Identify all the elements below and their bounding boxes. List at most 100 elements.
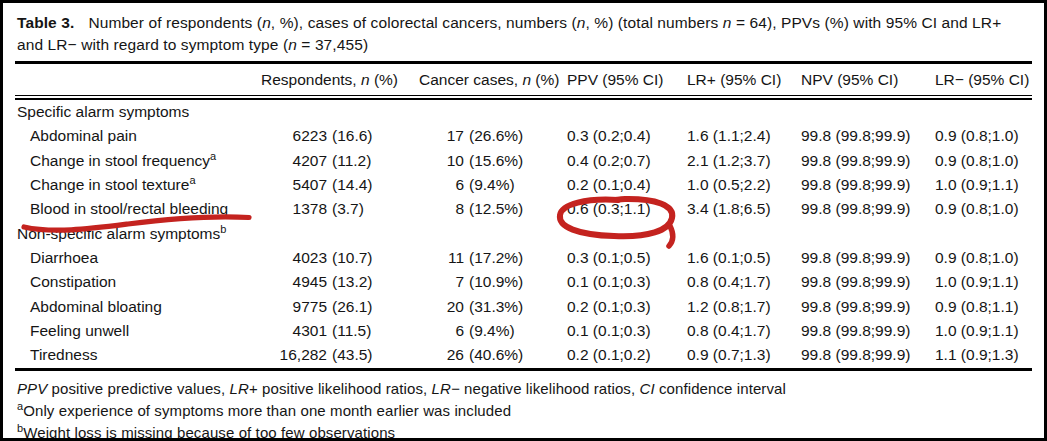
header-npv: NPV (95% CI) — [801, 71, 935, 89]
symptom-cell: Change in stool frequencya — [17, 152, 261, 170]
respondents-n: 6223 — [277, 127, 327, 145]
cases-n: 6 — [443, 176, 464, 194]
lr-plus-value: 1.6 (1.1;2.4) — [687, 127, 801, 145]
lr-minus-value: 1.1 (0.9;1.3) — [935, 346, 1044, 364]
footnote-b: bWeight loss is missing because of too f… — [17, 422, 1030, 441]
cancer-cases-cell: 17(26.6%) — [419, 127, 567, 145]
respondents-pct: (10.7) — [332, 249, 373, 266]
cancer-cases-cell: 26(40.6%) — [419, 346, 567, 364]
symptom-label: Change in stool frequency — [30, 152, 210, 169]
cases-pct: (12.5%) — [469, 200, 523, 217]
respondents-n: 9775 — [277, 298, 327, 316]
caption-italic-n: n — [262, 14, 271, 31]
respondents-cell: 1378(3.7) — [261, 200, 419, 218]
table-header-row: Respondents, n (%) Cancer cases, n (%) P… — [3, 64, 1044, 95]
cases-n: 17 — [443, 127, 464, 145]
respondents-n: 4207 — [277, 152, 327, 170]
ppv-value: 0.1 (0.1;0.3) — [567, 322, 687, 340]
cases-pct: (9.4%) — [469, 322, 515, 339]
table-row: Change in stool texturea 5407(14.4) 6(9.… — [17, 173, 1044, 197]
ppv-value: 0.4 (0.2;0.7) — [567, 152, 687, 170]
symptom-cell: Diarrhoea — [17, 249, 261, 267]
respondents-cell: 4207(11.2) — [261, 152, 419, 170]
header-lr-minus: LR− (95% CI) — [935, 71, 1044, 89]
lr-minus-value: 0.9 (0.8;1.0) — [935, 152, 1044, 170]
respondents-cell: 4945(13.2) — [261, 273, 419, 291]
ppv-value: 0.2 (0.1;0.2) — [567, 346, 687, 364]
symptom-label: Abdominal pain — [30, 127, 137, 144]
table-caption: Table 3.Number of respondents (n, %), ca… — [3, 3, 1044, 56]
symptom-cell: Feeling unwell — [17, 322, 261, 340]
footnotes: PPV positive predictive values, LR+ posi… — [3, 371, 1044, 441]
lr-plus-value: 2.1 (1.2;3.7) — [687, 152, 801, 170]
cancer-cases-cell: 7(10.9%) — [419, 273, 567, 291]
cases-pct: (31.3%) — [469, 298, 523, 315]
table-row: Non-specific alarm symptomsb — [17, 221, 1044, 245]
table-row: Blood in stool/rectal bleeding 1378(3.7)… — [17, 197, 1044, 221]
header-lr-plus: LR+ (95% CI) — [687, 71, 801, 89]
symptom-cell: Constipation — [17, 273, 261, 291]
lr-minus-value: 0.9 (0.8;1.1) — [935, 298, 1044, 316]
lr-minus-value: 0.9 (0.8;1.0) — [935, 200, 1044, 218]
respondents-pct: (43.5) — [332, 346, 373, 363]
cases-pct: (40.6%) — [469, 346, 523, 363]
header-respondents: Respondents, n (%) — [261, 71, 419, 89]
ppv-value: 0.6 (0.3;1.1) — [567, 200, 687, 218]
table-row: Abdominal bloating 9775(26.1) 20(31.3%) … — [17, 294, 1044, 318]
ppv-value: 0.3 (0.1;0.5) — [567, 249, 687, 267]
footnote-marker: a — [210, 150, 216, 162]
lr-plus-value: 1.6 (0.1;0.5) — [687, 249, 801, 267]
caption-text: , %), cases of colorectal cancers, numbe… — [271, 14, 577, 31]
npv-value: 99.8 (99.8;99.9) — [801, 152, 935, 170]
cases-n: 8 — [443, 200, 464, 218]
lr-plus-value: 3.4 (1.8;6.5) — [687, 200, 801, 218]
caption-text: , %) (total numbers — [586, 14, 723, 31]
respondents-cell: 4023(10.7) — [261, 249, 419, 267]
symptom-label: Diarrhoea — [30, 249, 98, 266]
lr-minus-value: 1.0 (0.9;1.1) — [935, 273, 1044, 291]
npv-value: 99.8 (99.8;99.9) — [801, 249, 935, 267]
symptom-label: Constipation — [30, 273, 116, 290]
lr-plus-value: 0.9 (0.7;1.3) — [687, 346, 801, 364]
symptom-label: Blood in stool/rectal bleeding — [30, 200, 228, 217]
symptom-cell: Abdominal pain — [17, 127, 261, 145]
ppv-value: 0.3 (0.2;0.4) — [567, 127, 687, 145]
cases-pct: (17.2%) — [469, 249, 523, 266]
cancer-cases-cell: 20(31.3%) — [419, 298, 567, 316]
lr-plus-value: 1.0 (0.5;2.2) — [687, 176, 801, 194]
symptom-label: Tiredness — [30, 346, 97, 363]
lr-plus-value: 0.8 (0.4;1.7) — [687, 273, 801, 291]
ppv-value: 0.2 (0.1;0.4) — [567, 176, 687, 194]
lr-minus-value: 0.9 (0.8;1.0) — [935, 127, 1044, 145]
npv-value: 99.8 (99.8;99.9) — [801, 346, 935, 364]
respondents-pct: (16.6) — [332, 127, 373, 144]
symptom-cell: Specific alarm symptoms — [17, 103, 1044, 121]
respondents-cell: 9775(26.1) — [261, 298, 419, 316]
caption-text: Number of respondents ( — [88, 14, 262, 31]
cancer-cases-cell: 6(9.4%) — [419, 176, 567, 194]
npv-value: 99.8 (99.8;99.9) — [801, 127, 935, 145]
lr-plus-value: 1.2 (0.8;1.7) — [687, 298, 801, 316]
lr-minus-value: 0.9 (0.8;1.0) — [935, 249, 1044, 267]
footnote-marker: b — [220, 222, 226, 234]
header-ppv: PPV (95% CI) — [567, 71, 687, 89]
respondents-cell: 5407(14.4) — [261, 176, 419, 194]
npv-value: 99.8 (99.8;99.9) — [801, 273, 935, 291]
respondents-pct: (11.5) — [332, 322, 371, 339]
table-figure: Table 3.Number of respondents (n, %), ca… — [0, 0, 1047, 441]
symptom-label: Change in stool texture — [30, 176, 189, 193]
respondents-n: 5407 — [277, 176, 327, 194]
table-row: Diarrhoea 4023(10.7) 11(17.2%) 0.3 (0.1;… — [17, 246, 1044, 270]
cancer-cases-cell: 10(15.6%) — [419, 152, 567, 170]
table-row: Feeling unwell 4301(11.5) 6(9.4%) 0.1 (0… — [17, 319, 1044, 343]
symptom-cell: Abdominal bloating — [17, 298, 261, 316]
table-row: Constipation 4945(13.2) 7(10.9%) 0.1 (0.… — [17, 270, 1044, 294]
symptom-label: Feeling unwell — [30, 322, 129, 339]
table-row: Specific alarm symptoms — [17, 100, 1044, 124]
symptom-cell: Change in stool texturea — [17, 176, 261, 194]
cases-n: 10 — [443, 152, 464, 170]
table-row: Abdominal pain 6223 (16.6) 17(26.6%) 0.3 … — [17, 124, 1044, 148]
cancer-cases-cell: 6(9.4%) — [419, 322, 567, 340]
footnote-a: aOnly experience of symptoms more than o… — [17, 400, 1030, 422]
respondents-n: 4945 — [277, 273, 327, 291]
